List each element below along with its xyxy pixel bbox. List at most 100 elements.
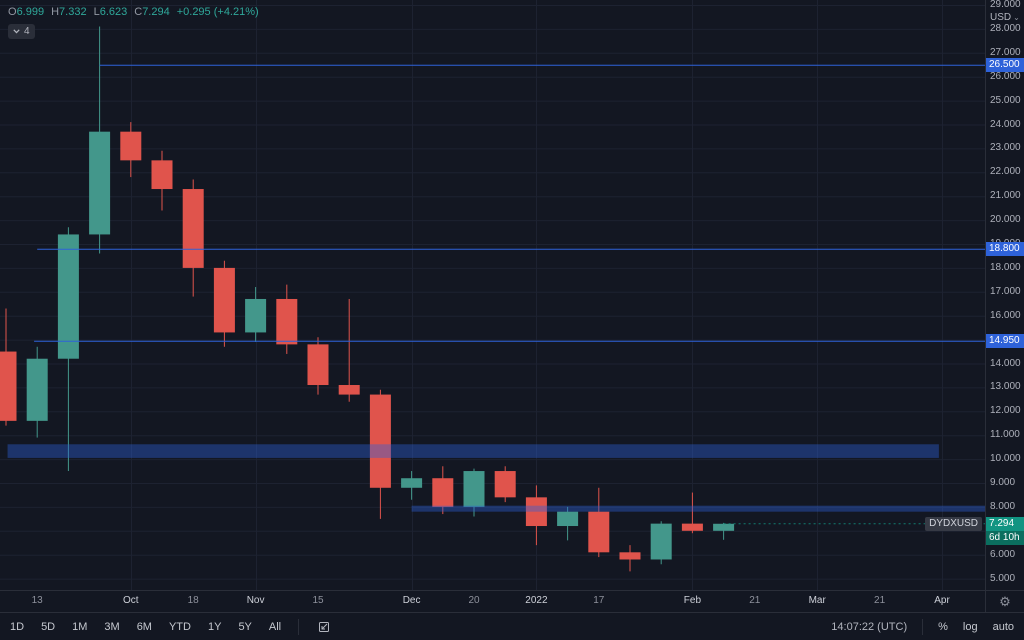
price-tick: 28.000 [990, 22, 1021, 34]
price-tick: 13.000 [990, 381, 1021, 393]
range-3m-button[interactable]: 3M [104, 620, 120, 633]
percent-scale-toggle[interactable]: % [938, 620, 948, 633]
bottom-toolbar: 1D 5D 1M 3M 6M YTD 1Y 5Y All 14:07:22 (U… [0, 612, 1024, 640]
candle-body [213, 267, 235, 333]
range-1m-button[interactable]: 1M [72, 620, 88, 633]
time-tick: 17 [593, 595, 605, 606]
range-1d-button[interactable]: 1D [10, 620, 25, 633]
candle-body [713, 523, 735, 531]
open-value: 6.999 [16, 6, 45, 18]
time-tick: Apr [934, 595, 950, 606]
level-price-label: 26.500 [986, 57, 1024, 72]
close-value: 7.294 [142, 6, 170, 18]
range-switcher: 1D 5D 1M 3M 6M YTD 1Y 5Y All [10, 618, 332, 635]
candle-body [57, 234, 79, 359]
candle-body [151, 160, 173, 190]
price-tick: 23.000 [990, 142, 1021, 154]
level-price-label: 18.800 [986, 241, 1024, 256]
chart-pane[interactable]: O6.999 H7.332 L6.623 C7.294 +0.295 (+4.2… [0, 0, 985, 590]
time-tick: Nov [246, 595, 265, 606]
candle-body [463, 471, 485, 507]
chevron-down-icon [13, 29, 20, 34]
ohlc-legend: O6.999 H7.332 L6.623 C7.294 +0.295 (+4.2… [8, 6, 259, 18]
candle-body [182, 189, 204, 268]
price-tick: 10.000 [990, 453, 1021, 465]
price-tick: 22.000 [990, 166, 1021, 178]
legend-high: H7.332 [51, 6, 86, 18]
legend-low: L6.623 [94, 6, 128, 18]
price-tick: 18.000 [990, 261, 1021, 273]
candle-body [557, 511, 579, 527]
price-tick: 5.000 [990, 572, 1016, 584]
log-scale-toggle[interactable]: log [962, 620, 978, 633]
price-tick: 14.000 [990, 357, 1021, 369]
high-value: 7.332 [59, 6, 87, 18]
candle-body [588, 511, 610, 553]
range-1y-button[interactable]: 1Y [207, 620, 222, 633]
range-6m-button[interactable]: 6M [136, 620, 152, 633]
time-tick: 20 [468, 595, 480, 606]
price-tick: 17.000 [990, 285, 1021, 297]
time-tick: 18 [187, 595, 199, 606]
time-tick: Dec [402, 595, 421, 606]
candle-body [89, 131, 111, 235]
time-tick: Feb [683, 595, 702, 606]
price-axis[interactable]: USD ⌄ 7.294 6d 10h 5.0006.0007.0008.0009… [985, 0, 1024, 590]
price-tick: 24.000 [990, 118, 1021, 130]
price-tick: 20.000 [990, 214, 1021, 226]
time-tick: 21 [749, 595, 761, 606]
candlestick-chart[interactable] [0, 0, 985, 590]
candle-body [401, 478, 423, 488]
price-tick: 25.000 [990, 94, 1021, 106]
support-zone-band[interactable] [7, 444, 939, 458]
scale-controls: 14:07:22 (UTC) % log auto [831, 618, 1014, 635]
change-value: +0.295 (+4.21%) [176, 6, 259, 18]
candle-body [494, 471, 516, 498]
range-all-button[interactable]: All [268, 620, 282, 633]
time-tick: Mar [808, 595, 826, 606]
low-value: 6.623 [99, 6, 128, 18]
time-tick: 15 [312, 595, 324, 606]
candle-body [619, 552, 641, 560]
chevron-down-icon: ⌄ [1013, 13, 1020, 22]
price-tick: 21.000 [990, 190, 1021, 202]
toolbar-divider [298, 618, 300, 635]
currency-unit-label: USD [990, 12, 1012, 23]
candle-body [338, 385, 360, 395]
current-price-label: 7.294 [986, 516, 1024, 531]
time-tick: Oct [123, 595, 139, 606]
axis-corner: ⚙ [985, 590, 1024, 612]
legend-close: C7.294 [134, 6, 169, 18]
auto-scale-toggle[interactable]: auto [992, 620, 1014, 633]
range-5d-button[interactable]: 5D [41, 620, 56, 633]
close-letter: C [134, 6, 143, 18]
level-price-label: 14.950 [986, 333, 1024, 348]
time-tick: 21 [874, 595, 886, 606]
range-ytd-button[interactable]: YTD [168, 620, 191, 633]
candle-body [120, 131, 142, 161]
price-tick: 11.000 [990, 429, 1020, 441]
time-axis[interactable]: 13 Oct 18 Nov 15 Dec 20 2022 17 Feb 21 Mar 21 Apr [0, 590, 985, 612]
go-to-date-icon[interactable] [316, 619, 332, 635]
candle-body [525, 497, 547, 527]
low-letter: L [93, 6, 100, 18]
symbol-price-label: DYDXUSD [925, 516, 982, 531]
currency-unit-selector[interactable]: USD ⌄ [990, 12, 1020, 23]
support-zone-band[interactable] [411, 505, 985, 512]
price-tick: 26.000 [990, 70, 1021, 82]
candle-body [276, 298, 298, 345]
price-tick: 29.000 [990, 0, 1021, 10]
candle-body [650, 523, 672, 560]
candle-body [369, 394, 391, 488]
legend-collapse-badge[interactable]: 4 [8, 24, 35, 39]
range-5y-button[interactable]: 5Y [238, 620, 252, 633]
candle-body [0, 351, 17, 421]
candle-body [432, 478, 454, 507]
session-clock[interactable]: 14:07:22 (UTC) [831, 620, 908, 633]
hidden-items-count: 4 [24, 26, 30, 37]
time-tick: 2022 [525, 595, 548, 606]
candle-body [26, 358, 48, 421]
settings-gear-icon[interactable]: ⚙ [999, 594, 1011, 609]
price-tick: 27.000 [990, 46, 1021, 58]
candle-body [307, 344, 329, 386]
